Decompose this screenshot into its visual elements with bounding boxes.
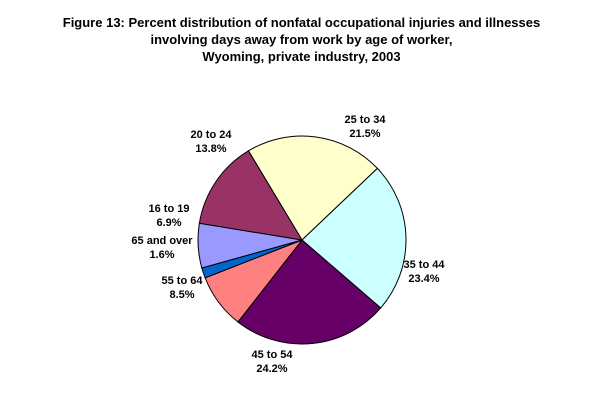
slice-value-label: 8.5%	[169, 289, 194, 301]
chart-title-line-3: Wyoming, private industry, 2003	[202, 49, 401, 64]
pie-slice-35-to-44	[301, 167, 407, 309]
pie-slices	[197, 135, 407, 345]
slice-label-20-to-24: 20 to 24 13.8%	[191, 129, 233, 155]
slice-value-label: 13.8%	[195, 143, 226, 155]
slice-label-55-to-64: 55 to 64 8.5%	[162, 275, 204, 301]
slice-category-label: 65 and over	[131, 235, 193, 247]
slice-value-label: 21.5%	[349, 128, 380, 140]
pie-slice-20-to-24	[198, 150, 303, 241]
slice-label-35-to-44: 35 to 44 23.4%	[404, 259, 446, 285]
slice-label-16-to-19: 16 to 19 6.9%	[149, 203, 190, 229]
slice-category-label: 25 to 34	[345, 114, 387, 126]
slice-category-label: 45 to 54	[252, 349, 294, 361]
slice-category-label: 35 to 44	[404, 259, 446, 271]
slice-value-label: 1.6%	[149, 249, 174, 261]
slice-label-65-and-over: 65 and over 1.6%	[131, 235, 193, 261]
slice-value-label: 6.9%	[156, 217, 181, 229]
slice-value-label: 23.4%	[408, 273, 439, 285]
pie-slice-25-to-34	[247, 135, 379, 241]
chart-title-line-2: involving days away from work by age of …	[150, 32, 453, 47]
slice-category-label: 20 to 24	[191, 129, 233, 141]
slice-category-label: 55 to 64	[162, 275, 204, 287]
chart-title: Figure 13: Percent distribution of nonfa…	[0, 14, 603, 65]
chart-title-line-1: Figure 13: Percent distribution of nonfa…	[62, 15, 541, 30]
slice-label-45-to-54: 45 to 54 24.2%	[252, 349, 294, 375]
pie-slice-45-to-54	[237, 239, 382, 345]
slice-value-label: 24.2%	[256, 363, 287, 375]
slice-category-label: 16 to 19	[149, 203, 190, 215]
slice-label-25-to-34: 25 to 34 21.5%	[345, 114, 387, 140]
pie-labels: 25 to 34 21.5% 35 to 44 23.4% 45 to 54 24.2% 5…	[131, 114, 445, 375]
